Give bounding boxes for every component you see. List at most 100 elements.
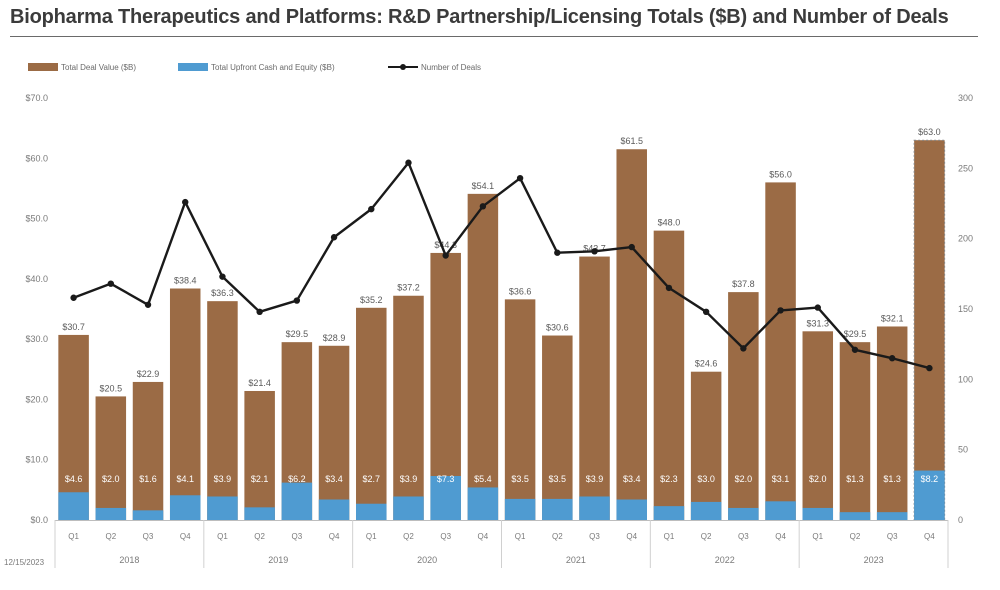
total-deal-value-label: $29.5	[844, 329, 867, 339]
total-deal-value-bar	[616, 149, 647, 520]
year-label: 2021	[566, 555, 586, 565]
upfront-cash-bar	[579, 496, 610, 520]
upfront-cash-bar	[876, 512, 908, 520]
number-of-deals-point	[740, 345, 747, 352]
number-of-deals-point	[107, 280, 115, 287]
total-deal-value-bar	[802, 331, 834, 520]
quarter-tick-label: Q1	[366, 532, 377, 541]
quarter-tick-label: Q4	[329, 532, 340, 541]
quarter-tick-label: Q2	[552, 532, 563, 541]
quarter-tick-label: Q4	[924, 532, 935, 541]
total-deal-value-bar	[58, 334, 89, 520]
chart-title: Biopharma Therapeutics and Platforms: R&…	[10, 6, 949, 28]
total-deal-value-label: $36.3	[211, 288, 234, 298]
number-of-deals-point	[665, 284, 673, 292]
quarter-tick-label: Q3	[589, 532, 600, 541]
number-of-deals-point	[219, 273, 226, 280]
upfront-cash-label: $2.0	[735, 474, 753, 484]
number-of-deals-point	[591, 248, 598, 255]
total-deal-value-label: $30.6	[546, 323, 569, 333]
total-deal-value-label: $54.1	[472, 181, 495, 191]
total-deal-value-label: $38.4	[174, 276, 197, 286]
left-axis-tick-label: $30.0	[25, 334, 48, 344]
quarter-tick-label: Q4	[478, 532, 489, 541]
upfront-cash-label: $3.9	[400, 474, 418, 484]
legend-label-total-deal-value: Total Deal Value ($B)	[61, 63, 136, 72]
right-axis-tick-label: 150	[958, 304, 973, 314]
right-axis: 0 50 100 150 200 250 300	[958, 93, 973, 525]
total-deal-value-bar	[207, 301, 238, 520]
upfront-cash-label: $2.1	[251, 474, 269, 484]
number-of-deals-point	[442, 252, 449, 259]
number-of-deals-point	[851, 346, 859, 353]
number-of-deals-point	[256, 308, 263, 316]
right-axis-tick-label: 0	[958, 515, 963, 525]
upfront-cash-label: $2.3	[660, 474, 678, 484]
upfront-cash-bars	[58, 470, 945, 520]
right-axis-tick-label: 300	[958, 93, 973, 103]
legend-marker-number-of-deals	[400, 64, 406, 70]
left-axis-tick-label: $70.0	[25, 93, 48, 103]
total-deal-value-bar	[690, 371, 722, 520]
number-of-deals-point	[628, 243, 635, 251]
number-of-deals-point	[70, 294, 77, 301]
quarter-tick-label: Q3	[292, 532, 303, 541]
total-deal-value-label: $32.1	[881, 313, 904, 323]
legend-swatch-total-deal-value	[28, 63, 58, 71]
upfront-cash-bar	[765, 501, 796, 520]
number-of-deals-point	[144, 301, 152, 308]
total-deal-value-label: $61.5	[620, 136, 643, 146]
upfront-cash-label: $3.5	[549, 474, 567, 484]
total-deal-value-bar	[244, 390, 275, 520]
upfront-cash-bar	[244, 507, 275, 520]
upfront-cash-label: $4.6	[65, 474, 83, 484]
total-deal-value-label: $31.3	[807, 318, 830, 328]
upfront-cash-label: $1.6	[139, 474, 157, 484]
left-axis-tick-label: $40.0	[25, 274, 48, 284]
quarter-tick-label: Q3	[738, 532, 749, 541]
upfront-cash-label: $5.4	[474, 474, 492, 484]
upfront-cash-bar	[542, 498, 573, 520]
x-axis: Q1 Q2 Q3 Q4 Q1 Q2 Q3 Q4 Q1 Q2 Q3 Q4 Q1 Q2 Q3 Q4 Q1 Q2 Q3 Q4…	[54, 520, 949, 568]
year-label: 2023	[864, 555, 884, 565]
upfront-cash-bar	[690, 501, 722, 520]
number-of-deals-point	[926, 364, 933, 372]
upfront-cash-bar	[802, 507, 834, 520]
number-of-deals-point	[702, 308, 710, 316]
total-deal-value-bar	[356, 307, 387, 520]
total-deal-value-bar	[653, 230, 685, 520]
number-of-deals-point	[479, 203, 487, 210]
left-axis-tick-label: $0.0	[30, 515, 48, 525]
quarter-tick-label: Q2	[105, 532, 116, 541]
total-deal-value-label: $28.9	[323, 333, 346, 343]
upfront-cash-bar	[467, 487, 499, 520]
total-deal-value-bar	[169, 288, 201, 520]
total-deal-value-bar	[95, 396, 127, 520]
quarter-tick-label: Q2	[254, 532, 265, 541]
total-deal-value-label: $63.0	[918, 127, 941, 137]
total-deal-value-bar	[132, 381, 164, 520]
number-of-deals-point	[293, 297, 301, 304]
number-of-deals-point	[814, 304, 821, 311]
upfront-cash-label: $3.1	[772, 474, 790, 484]
quarter-tick-label: Q2	[850, 532, 861, 541]
right-axis-tick-label: 250	[958, 163, 973, 173]
total-deal-value-bar	[318, 345, 350, 520]
total-deal-value-bar	[393, 295, 424, 520]
total-deal-value-label: $35.2	[360, 295, 383, 305]
number-of-deals-point	[182, 198, 189, 206]
year-label: 2020	[417, 555, 437, 565]
year-label: 2019	[268, 555, 288, 565]
quarter-tick-label: Q1	[515, 532, 526, 541]
upfront-cash-label: $3.9	[586, 474, 604, 484]
upfront-cash-bar	[393, 496, 424, 520]
legend-swatch-upfront-cash	[178, 63, 208, 71]
total-deal-value-label: $29.5	[286, 329, 309, 339]
quarter-tick-label: Q4	[180, 532, 191, 541]
total-deal-value-bar	[430, 252, 461, 521]
upfront-cash-bar	[728, 507, 759, 520]
number-of-deals-point	[330, 234, 338, 241]
quarter-tick-label: Q4	[626, 532, 637, 541]
number-of-deals-point	[777, 307, 784, 314]
